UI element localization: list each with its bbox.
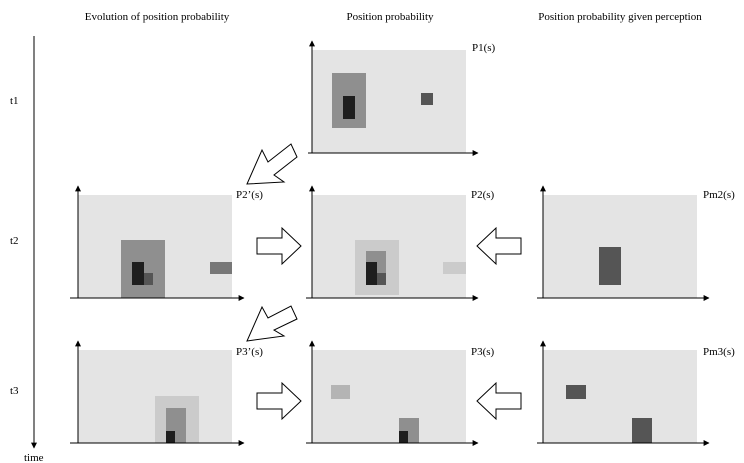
panel-title: Pm2(s) bbox=[703, 189, 735, 201]
probability-region bbox=[599, 247, 621, 285]
probability-region bbox=[421, 93, 433, 105]
time-axis: time t1 t2 t3 bbox=[10, 36, 44, 463]
time-step-t1: t1 bbox=[10, 95, 19, 107]
probability-region bbox=[377, 273, 386, 285]
evolution-arrow-t1-t2 bbox=[246, 143, 298, 185]
prediction-arrow-t3 bbox=[256, 381, 302, 421]
header-evolution: Evolution of position probability bbox=[85, 11, 230, 23]
header-perception: Position probability given perception bbox=[538, 11, 702, 23]
probability-region bbox=[343, 96, 355, 119]
evolution-arrow-t2-t3 bbox=[246, 305, 298, 342]
panel-title: P3’(s) bbox=[236, 346, 263, 358]
probability-region bbox=[632, 418, 652, 443]
probability-region bbox=[144, 273, 153, 285]
panel-title: P2(s) bbox=[471, 189, 495, 201]
probability-region bbox=[166, 431, 175, 443]
panel-p3-prime: P3’(s) bbox=[70, 340, 263, 446]
panel-title: Pm3(s) bbox=[703, 346, 735, 358]
probability-region bbox=[443, 262, 466, 274]
panel-p2-prime: P2’(s) bbox=[70, 185, 263, 301]
probability-region bbox=[331, 385, 350, 399]
panel-pm2: Pm2(s) bbox=[537, 185, 735, 301]
panel-title: P2’(s) bbox=[236, 189, 263, 201]
probability-region bbox=[366, 262, 377, 285]
probability-region bbox=[566, 385, 586, 399]
header-position: Position probability bbox=[346, 11, 434, 23]
time-axis-label: time bbox=[24, 452, 44, 463]
prediction-arrow-t2 bbox=[256, 226, 302, 266]
probability-region bbox=[210, 262, 232, 274]
time-step-t3: t3 bbox=[10, 385, 19, 397]
perception-arrow-t2 bbox=[476, 226, 522, 266]
panel-p1: P1(s) bbox=[308, 40, 496, 156]
panel-p3: P3(s) bbox=[306, 340, 495, 446]
probability-region bbox=[132, 262, 144, 285]
time-step-t2: t2 bbox=[10, 235, 19, 247]
panel-p2: P2(s) bbox=[306, 185, 495, 301]
panel-title: P1(s) bbox=[472, 42, 496, 54]
probability-region bbox=[399, 431, 408, 443]
perception-arrow-t3 bbox=[476, 381, 522, 421]
panel-title: P3(s) bbox=[471, 346, 495, 358]
panel-pm3: Pm3(s) bbox=[537, 340, 735, 446]
